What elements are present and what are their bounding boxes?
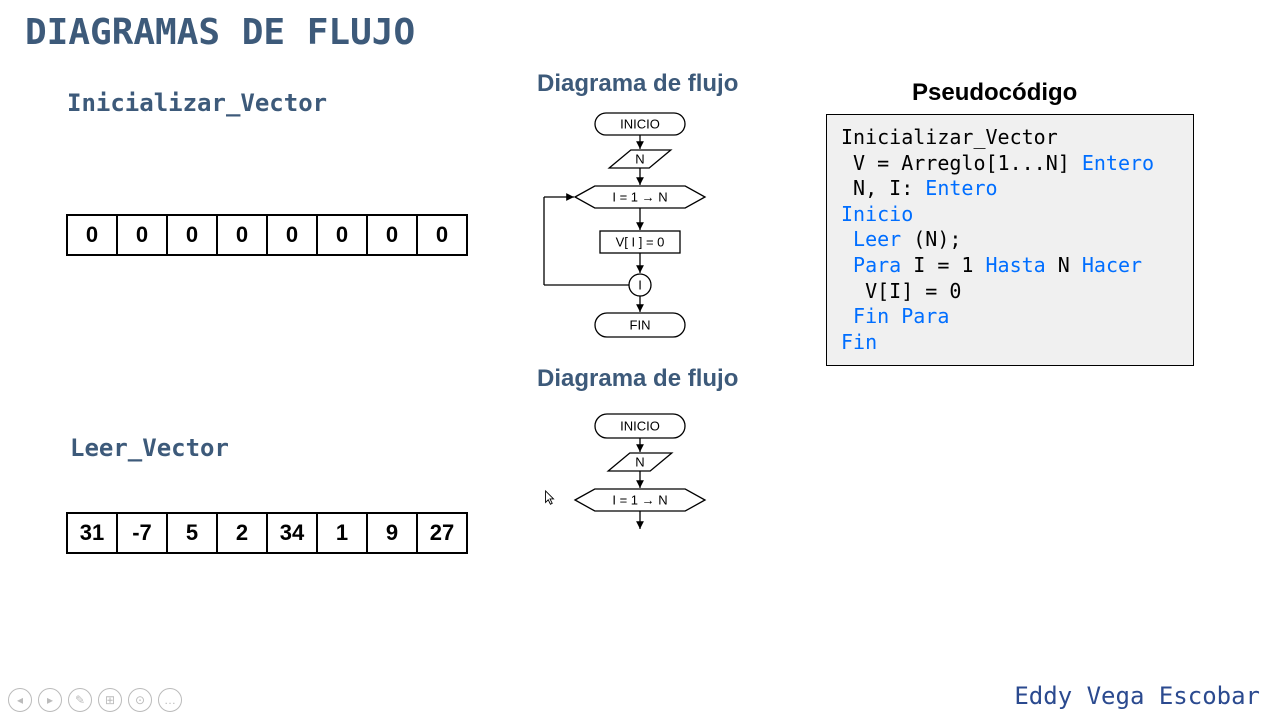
svg-text:I: I [638,278,642,293]
vector-cell: 0 [266,214,318,256]
code-line: N, I: Entero [841,176,1179,202]
mouse-cursor-icon [544,490,556,506]
vector-cell: 27 [416,512,468,554]
code-line: Para I = 1 Hasta N Hacer [841,253,1179,279]
page-title: DIAGRAMAS DE FLUJO [25,12,415,53]
flowchart2-title: Diagrama de flujo [537,365,738,393]
svg-text:FIN: FIN [630,318,651,333]
flowchart2: INICIO N I = 1 → N [540,408,760,548]
svg-text:V[ I ] = 0: V[ I ] = 0 [616,235,665,250]
nav-icon[interactable]: … [158,688,182,712]
flowchart1-title: Diagrama de flujo [537,70,738,98]
section-title-read: Leer_Vector [70,434,229,462]
vector-init: 00000000 [66,214,468,256]
section-title-init: Inicializar_Vector [67,89,327,117]
svg-text:N: N [635,152,644,167]
vector-cell: 0 [166,214,218,256]
nav-icon[interactable]: ⊞ [98,688,122,712]
nav-icon[interactable]: ✎ [68,688,92,712]
svg-text:INICIO: INICIO [620,117,660,132]
presentation-nav[interactable]: ◂▸✎⊞⊙… [8,688,182,712]
nav-icon[interactable]: ◂ [8,688,32,712]
vector-cell: 9 [366,512,418,554]
nav-icon[interactable]: ▸ [38,688,62,712]
vector-cell: 0 [216,214,268,256]
vector-cell: 0 [316,214,368,256]
vector-cell: 2 [216,512,268,554]
vector-cell: 5 [166,512,218,554]
pseudocode-title: Pseudocódigo [912,79,1077,107]
vector-cell: -7 [116,512,168,554]
vector-cell: 34 [266,512,318,554]
svg-text:N: N [635,455,644,470]
vector-cell: 0 [366,214,418,256]
code-line: Leer (N); [841,227,1179,253]
code-line: Fin [841,330,1179,356]
code-line: Inicializar_Vector [841,125,1179,151]
vector-read: 31-752341927 [66,512,468,554]
svg-text:I = 1 → N: I = 1 → N [612,493,667,508]
vector-cell: 31 [66,512,118,554]
vector-cell: 1 [316,512,368,554]
author-credit: Eddy Vega Escobar [1014,682,1260,710]
svg-text:INICIO: INICIO [620,419,660,434]
code-line: V[I] = 0 [841,279,1179,305]
code-line: Inicio [841,202,1179,228]
flowchart1: INICIO N I = 1 → N V[ I ] = 0 I FIN [540,108,760,348]
nav-icon[interactable]: ⊙ [128,688,152,712]
code-line: V = Arreglo[1...N] Entero [841,151,1179,177]
vector-cell: 0 [66,214,118,256]
code-line: Fin Para [841,304,1179,330]
vector-cell: 0 [416,214,468,256]
pseudocode-box: Inicializar_Vector V = Arreglo[1...N] En… [826,114,1194,366]
svg-text:I = 1 → N: I = 1 → N [612,190,667,205]
vector-cell: 0 [116,214,168,256]
